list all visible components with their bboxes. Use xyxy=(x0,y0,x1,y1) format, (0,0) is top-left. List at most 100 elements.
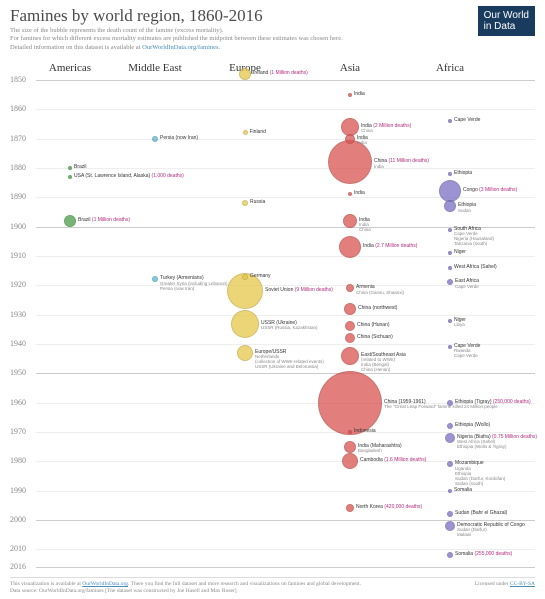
y-tick: 1990 xyxy=(10,486,26,495)
famine-label: Somalia (255,000 deaths) xyxy=(455,552,512,558)
gridline xyxy=(36,109,535,110)
famine-label: Ireland (1 Million deaths) xyxy=(253,71,308,77)
y-tick: 2000 xyxy=(10,515,26,524)
gridline xyxy=(36,168,535,169)
y-tick: 1960 xyxy=(10,398,26,407)
famine-bubble xyxy=(242,200,248,206)
famine-bubble xyxy=(348,93,352,97)
famine-label: China (Sichuan) xyxy=(357,335,393,341)
famine-bubble xyxy=(231,310,259,338)
famine-label: India (2.7 Million deaths) xyxy=(363,244,417,250)
gridline xyxy=(36,549,535,550)
famine-bubble xyxy=(152,276,158,282)
famine-bubble xyxy=(318,371,382,435)
y-tick: 1870 xyxy=(10,134,26,143)
famine-label: Congo (3 Million deaths) xyxy=(463,188,517,194)
famine-bubble xyxy=(348,192,352,196)
famine-bubble xyxy=(339,236,361,258)
famine-label: Turkey (Armenians)Greater Syria (includi… xyxy=(160,276,228,291)
famine-label: Indonesia xyxy=(354,429,376,435)
famine-label: Europe/USSRNetherlands(collection of WWI… xyxy=(255,350,324,370)
gridline xyxy=(36,520,535,521)
y-tick: 2016 xyxy=(10,562,26,571)
bubble-chart: AmericasMiddle EastEuropeAsiaAfrica18501… xyxy=(10,62,535,571)
famine-label: Brazil (1 Million deaths) xyxy=(78,218,130,224)
famine-bubble xyxy=(344,303,356,315)
famine-bubble xyxy=(448,345,452,349)
famine-label: IndiaIndia xyxy=(357,136,368,146)
famine-bubble xyxy=(152,136,158,142)
famine-bubble xyxy=(448,251,452,255)
y-tick: 1910 xyxy=(10,251,26,260)
footer-link[interactable]: OurWorldInData.org xyxy=(82,581,128,587)
gridline xyxy=(36,315,535,316)
famine-label: East/Southeast Asia(related to WWII)Indi… xyxy=(361,353,406,373)
famine-bubble xyxy=(344,441,356,453)
famine-label: India (2 Million deaths)China xyxy=(361,124,411,134)
region-header: Middle East xyxy=(115,62,195,74)
famine-bubble xyxy=(243,130,248,135)
famine-bubble xyxy=(239,68,251,80)
header: Our World in Data Famines by world regio… xyxy=(0,0,545,54)
famine-label: Germany xyxy=(250,274,271,280)
y-tick: 1900 xyxy=(10,222,26,231)
y-tick: 1880 xyxy=(10,163,26,172)
y-tick: 1950 xyxy=(10,368,26,377)
famine-label: China (northwest) xyxy=(358,306,397,312)
y-tick: 1860 xyxy=(10,104,26,113)
chart-title: Famines by world region, 1860-2016 xyxy=(10,6,535,26)
famine-label: Russia xyxy=(250,200,265,206)
famine-label: South AfricaCape VerdeNigeria (Hausaland… xyxy=(454,227,494,247)
famine-label: Niger xyxy=(454,250,466,256)
famine-bubble xyxy=(237,345,253,361)
famine-bubble xyxy=(346,504,354,512)
y-tick: 1970 xyxy=(10,427,26,436)
gridline xyxy=(36,139,535,140)
famine-bubble xyxy=(345,333,355,343)
famine-label: Cape Verde xyxy=(454,118,480,124)
famine-label: Ethiopia (Wollo) xyxy=(455,423,490,429)
y-tick: 1920 xyxy=(10,280,26,289)
y-tick: 1850 xyxy=(10,75,26,84)
gridline xyxy=(36,197,535,198)
famine-label: MozambiqueUgandaEthiopiaSudan (Darfur, K… xyxy=(455,461,505,486)
famine-bubble xyxy=(448,266,452,270)
famine-bubble xyxy=(343,214,357,228)
region-header: Asia xyxy=(310,62,390,74)
famine-bubble xyxy=(341,347,359,365)
famine-label: NigerLibya xyxy=(454,318,466,328)
gridline xyxy=(36,373,535,374)
famine-bubble xyxy=(68,175,72,179)
footer: This visualization is available at OurWo… xyxy=(10,577,535,595)
famine-label: India xyxy=(354,191,365,197)
famine-label: India (Maharashtra)Bangladesh xyxy=(358,444,402,454)
famine-label: North Korea (420,000 deaths) xyxy=(356,505,422,511)
famine-label: East AfricaCape Verde xyxy=(455,279,479,289)
y-tick: 1980 xyxy=(10,456,26,465)
famine-label: Cambodia (1.6 Million deaths) xyxy=(360,458,426,464)
famine-bubble xyxy=(328,140,372,184)
famine-label: IndiaIndiaChina xyxy=(359,218,371,233)
famine-bubble xyxy=(447,461,453,467)
source-link[interactable]: OurWorldInData.org/famines xyxy=(142,44,218,51)
famine-bubble xyxy=(447,552,453,558)
famine-bubble xyxy=(448,228,452,232)
famine-label: India xyxy=(354,92,365,98)
owid-logo: Our World in Data xyxy=(478,6,535,36)
famine-label: Democratic Republic of CongoSudan (Darfu… xyxy=(457,523,525,538)
famine-label: USSR (Ukraine)USSR (Russia, Kazakhstan) xyxy=(261,321,318,331)
famine-bubble xyxy=(448,319,452,323)
famine-bubble xyxy=(447,423,453,429)
gridline xyxy=(36,256,535,257)
y-tick: 1930 xyxy=(10,310,26,319)
famine-bubble xyxy=(448,119,452,123)
famine-label: Brazil xyxy=(74,165,87,171)
gridline xyxy=(36,80,535,81)
famine-label: Somalia xyxy=(454,488,472,494)
famine-bubble xyxy=(445,433,455,443)
famine-bubble xyxy=(68,166,72,170)
license-link[interactable]: CC-BY-SA xyxy=(510,581,535,587)
famine-label: Persia (now Iran) xyxy=(160,136,198,142)
license: Licensed under CC-BY-SA xyxy=(475,581,535,588)
famine-bubble xyxy=(445,521,455,531)
